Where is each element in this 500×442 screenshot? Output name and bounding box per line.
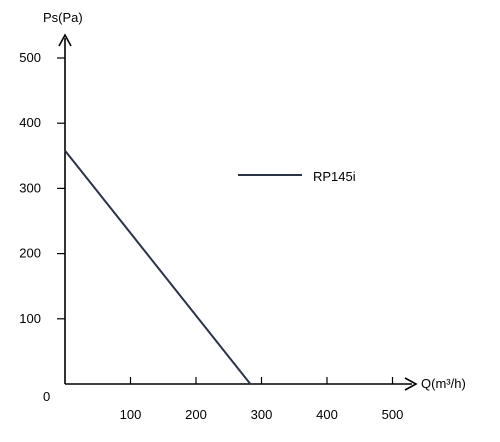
- x-tick-label: 100: [120, 407, 142, 422]
- x-tick-label: 400: [316, 407, 338, 422]
- x-axis-label: Q(m³/h): [421, 376, 466, 391]
- x-axis-arrow: [404, 377, 418, 391]
- legend: RP145i: [238, 169, 356, 184]
- y-tick-label: 300: [19, 180, 41, 195]
- x-tick-label: 200: [185, 407, 207, 422]
- origin-label: 0: [43, 389, 50, 404]
- y-axis-label: Ps(Pa): [43, 10, 83, 25]
- legend-label-rp145i: RP145i: [313, 169, 356, 184]
- y-tick-label: 500: [19, 50, 41, 65]
- y-ticks: 100 200 300 400 500: [19, 50, 65, 326]
- y-axis-arrow: [58, 33, 72, 47]
- series-line-rp145i: [64, 149, 252, 385]
- series-lines: [64, 149, 252, 385]
- y-tick-label: 100: [19, 311, 41, 326]
- y-tick-label: 200: [19, 246, 41, 261]
- x-ticks: 100 200 300 400 500: [120, 377, 404, 422]
- x-tick-label: 300: [251, 407, 273, 422]
- x-tick-label: 500: [382, 407, 404, 422]
- y-tick-label: 400: [19, 115, 41, 130]
